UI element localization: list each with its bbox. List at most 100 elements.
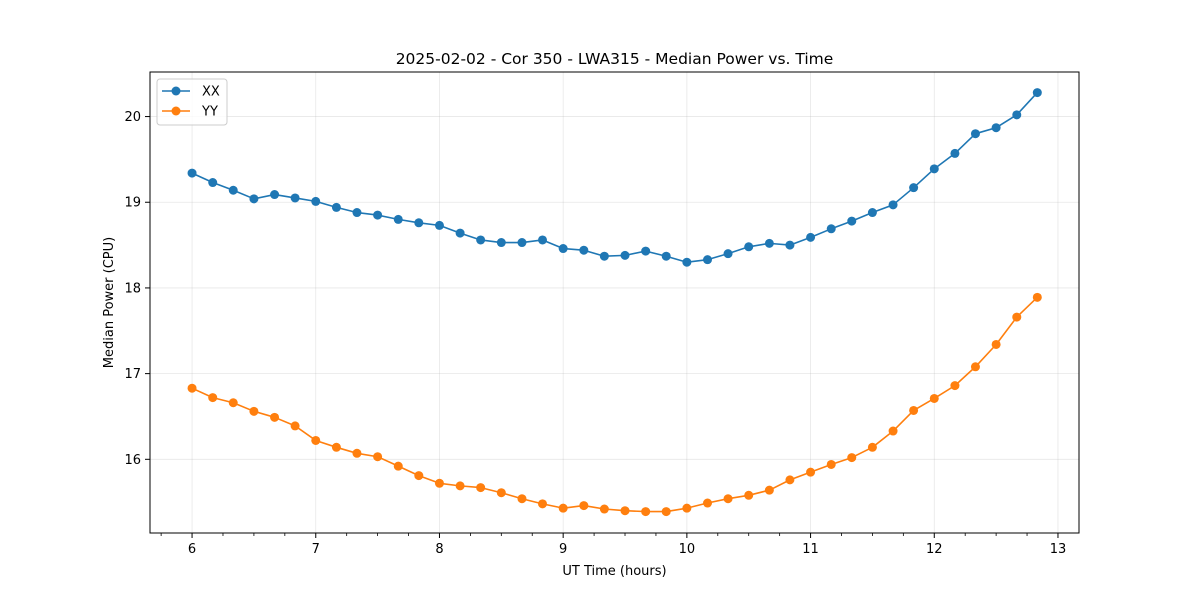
data-point-xx (682, 257, 692, 267)
data-point-yy (703, 498, 713, 508)
y-tick-label: 17 (124, 367, 141, 382)
data-point-yy (599, 504, 609, 514)
data-point-yy (187, 383, 197, 393)
data-point-yy (620, 506, 630, 516)
data-point-yy (208, 393, 218, 403)
data-point-yy (393, 461, 403, 471)
legend-label-xx: XX (202, 85, 220, 100)
data-point-yy (661, 507, 671, 517)
data-point-xx (1012, 110, 1022, 120)
data-point-xx (517, 238, 527, 248)
data-point-yy (867, 442, 877, 452)
data-point-xx (785, 240, 795, 250)
chart-title: 2025-02-02 - Cor 350 - LWA315 - Median P… (396, 50, 834, 68)
legend: XX YY (156, 78, 228, 126)
data-point-yy (331, 442, 341, 452)
data-point-xx (888, 200, 898, 210)
x-axis-label: UT Time (hours) (562, 564, 666, 579)
data-point-xx (496, 238, 506, 248)
data-point-yy (764, 485, 774, 495)
data-point-xx (290, 193, 300, 203)
data-point-xx (208, 178, 218, 188)
data-point-yy (950, 381, 960, 391)
data-point-xx (806, 232, 816, 242)
data-point-xx (929, 164, 939, 174)
data-point-yy (249, 406, 259, 416)
data-point-yy (641, 507, 651, 517)
data-point-xx (661, 251, 671, 261)
data-point-xx (641, 246, 651, 256)
legend-entry-yy: YY (162, 105, 218, 120)
data-point-xx (311, 196, 321, 206)
data-point-xx (620, 250, 630, 260)
data-point-xx (950, 148, 960, 158)
data-point-yy (538, 499, 548, 509)
data-point-yy (414, 471, 424, 481)
data-point-xx (558, 244, 568, 254)
data-point-xx (764, 238, 774, 248)
y-tick-label: 16 (124, 453, 141, 468)
data-point-yy (434, 478, 444, 488)
data-point-xx (393, 214, 403, 224)
data-point-yy (579, 501, 589, 511)
data-point-yy (744, 490, 754, 500)
data-point-xx (352, 208, 362, 218)
data-point-yy (888, 426, 898, 436)
data-point-xx (228, 185, 238, 195)
data-point-xx (270, 190, 280, 200)
legend-marker-yy (171, 106, 181, 116)
axis-ticks: 6 7 8 9 10 11 12 13 16 17 18 19 20 (124, 110, 1066, 557)
x-tick-label: 7 (312, 542, 320, 557)
data-point-yy (929, 393, 939, 403)
data-point-xx (599, 251, 609, 261)
data-point-yy (785, 475, 795, 485)
legend-marker-xx (171, 86, 181, 96)
data-point-xx (723, 249, 733, 259)
grid (150, 72, 1079, 533)
data-point-xx (847, 216, 857, 226)
data-point-yy (455, 481, 465, 491)
data-point-xx (373, 210, 383, 220)
data-point-xx (991, 123, 1001, 133)
y-axis-label: Median Power (CPU) (102, 237, 117, 368)
data-point-yy (311, 435, 321, 445)
data-point-yy (970, 362, 980, 372)
x-tick-label: 6 (188, 542, 196, 557)
x-tick-label: 11 (802, 542, 819, 557)
data-point-yy (517, 494, 527, 504)
y-tick-label: 20 (124, 110, 141, 125)
data-point-yy (290, 421, 300, 431)
data-point-yy (496, 488, 506, 498)
data-point-xx (434, 220, 444, 230)
data-point-xx (187, 168, 197, 178)
x-tick-label: 13 (1050, 542, 1067, 557)
data-point-yy (373, 452, 383, 462)
data-point-yy (352, 448, 362, 458)
data-point-yy (270, 412, 280, 422)
data-point-xx (744, 242, 754, 252)
data-point-xx (579, 245, 589, 255)
x-tick-label: 12 (926, 542, 943, 557)
data-point-yy (682, 503, 692, 513)
data-point-xx (414, 218, 424, 228)
data-point-xx (249, 194, 259, 204)
data-point-yy (723, 494, 733, 504)
data-point-xx (331, 202, 341, 212)
data-point-yy (476, 483, 486, 493)
data-point-yy (826, 459, 836, 469)
y-tick-label: 19 (124, 196, 141, 211)
data-point-xx (455, 228, 465, 238)
data-point-yy (558, 503, 568, 513)
data-point-xx (1032, 88, 1042, 98)
data-point-yy (1032, 292, 1042, 302)
data-point-xx (826, 224, 836, 234)
legend-entry-xx: XX (162, 85, 220, 100)
data-point-xx (538, 235, 548, 245)
data-point-xx (476, 235, 486, 245)
x-tick-label: 9 (559, 542, 567, 557)
y-tick-label: 18 (124, 281, 141, 296)
data-point-xx (970, 129, 980, 139)
data-point-yy (991, 339, 1001, 349)
plot-frame (149, 71, 1080, 534)
